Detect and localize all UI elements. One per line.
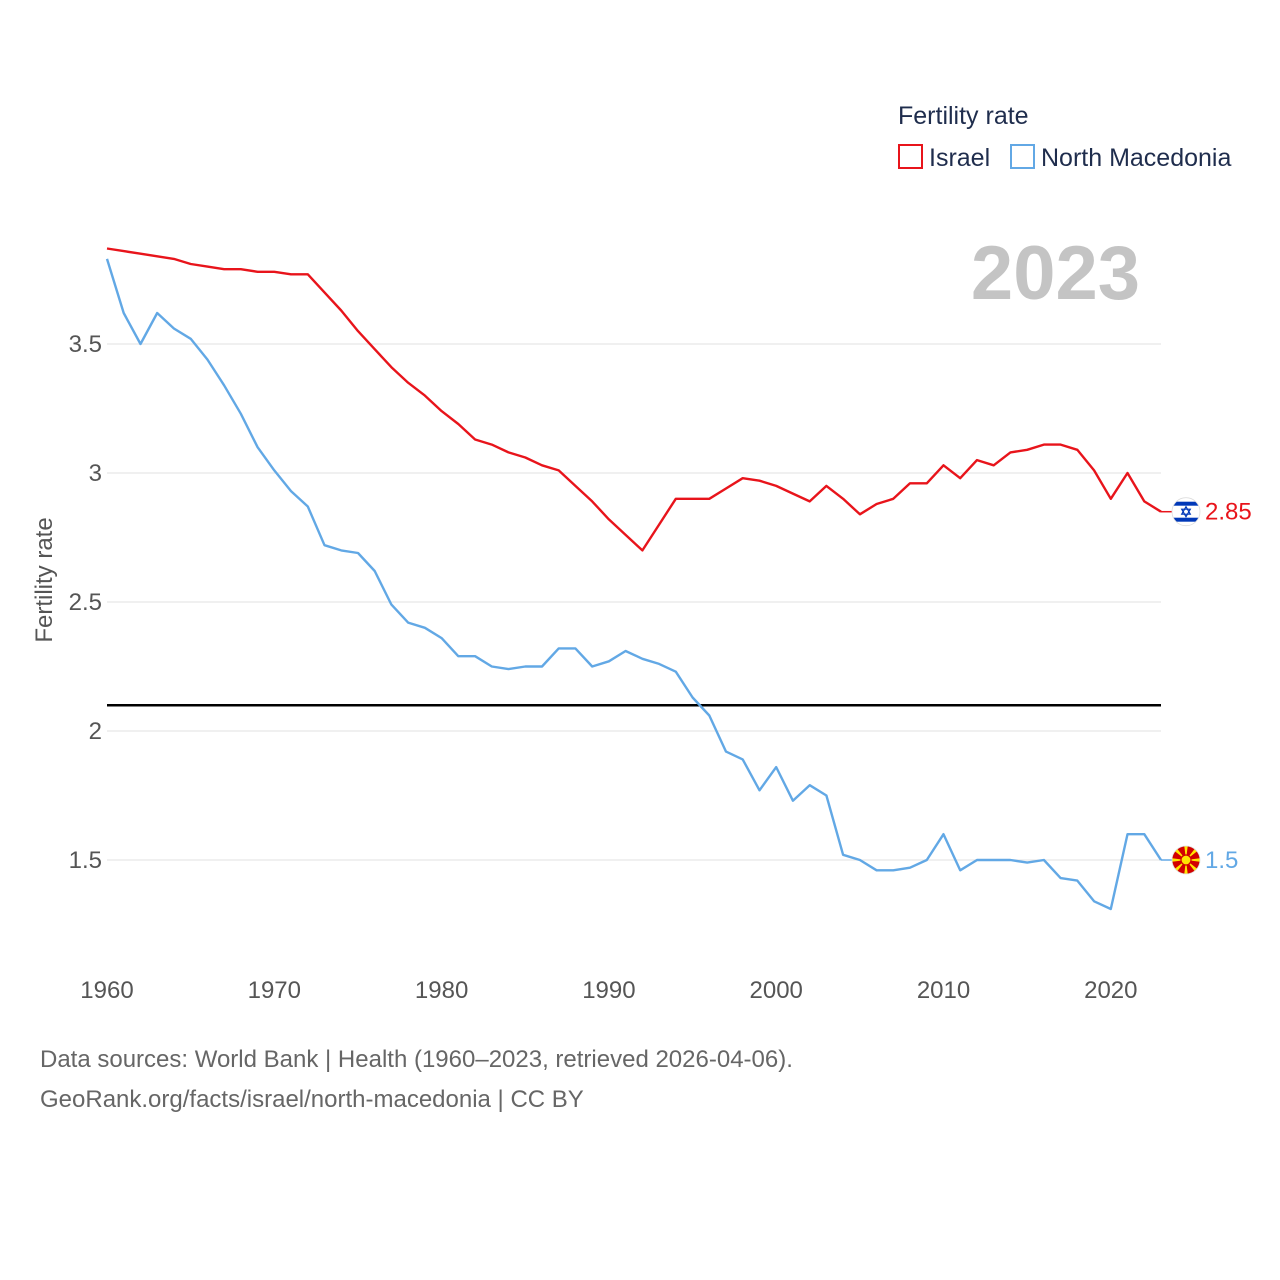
x-tick-label: 1970: [248, 977, 301, 1004]
legend-title: Fertility rate: [898, 102, 1029, 130]
y-tick-label: 1.5: [69, 847, 102, 874]
series-lines: [105, 247, 1163, 911]
legend-label-israel[interactable]: Israel: [929, 144, 990, 172]
series-line-north-macedonia[interactable]: [105, 258, 1163, 911]
end-label-north-macedonia: 1.5: [1205, 847, 1238, 874]
legend-swatch-north-macedonia[interactable]: [1010, 144, 1035, 169]
y-tick-label: 3: [89, 460, 102, 487]
y-tick-label: 2: [89, 718, 102, 745]
end-label-israel: 2.85: [1205, 499, 1252, 526]
x-tick-label: 1980: [415, 977, 468, 1004]
footer-attribution[interactable]: GeoRank.org/facts/israel/north-macedonia…: [40, 1086, 584, 1113]
y-tick-label: 2.5: [69, 589, 102, 616]
israel-flag-icon: [1171, 497, 1201, 527]
x-tick-label: 2000: [750, 977, 803, 1004]
north-macedonia-flag-icon: [1171, 845, 1201, 875]
year-label: 2023: [971, 231, 1140, 316]
series-line-israel[interactable]: [106, 247, 1162, 552]
legend: Fertility rate Israel North Macedonia: [898, 102, 1231, 172]
y-axis: 1.5 2 2.5 3 3.5: [69, 331, 102, 874]
grid-lines: [107, 343, 1161, 861]
x-tick-label: 2010: [917, 977, 970, 1004]
legend-swatch-israel[interactable]: [898, 144, 923, 169]
legend-label-north-macedonia[interactable]: North Macedonia: [1041, 144, 1231, 172]
x-axis: 1960 1970 1980 1990 2000 2010 2020: [80, 977, 1137, 1004]
footer-sources: Data sources: World Bank | Health (1960–…: [40, 1046, 793, 1073]
x-tick-label: 2020: [1084, 977, 1137, 1004]
x-tick-label: 1990: [582, 977, 635, 1004]
y-tick-label: 3.5: [69, 331, 102, 358]
x-tick-label: 1960: [80, 977, 133, 1004]
y-axis-label: Fertility rate: [31, 517, 58, 642]
end-markers: 2.85 1.5: [1161, 497, 1252, 875]
